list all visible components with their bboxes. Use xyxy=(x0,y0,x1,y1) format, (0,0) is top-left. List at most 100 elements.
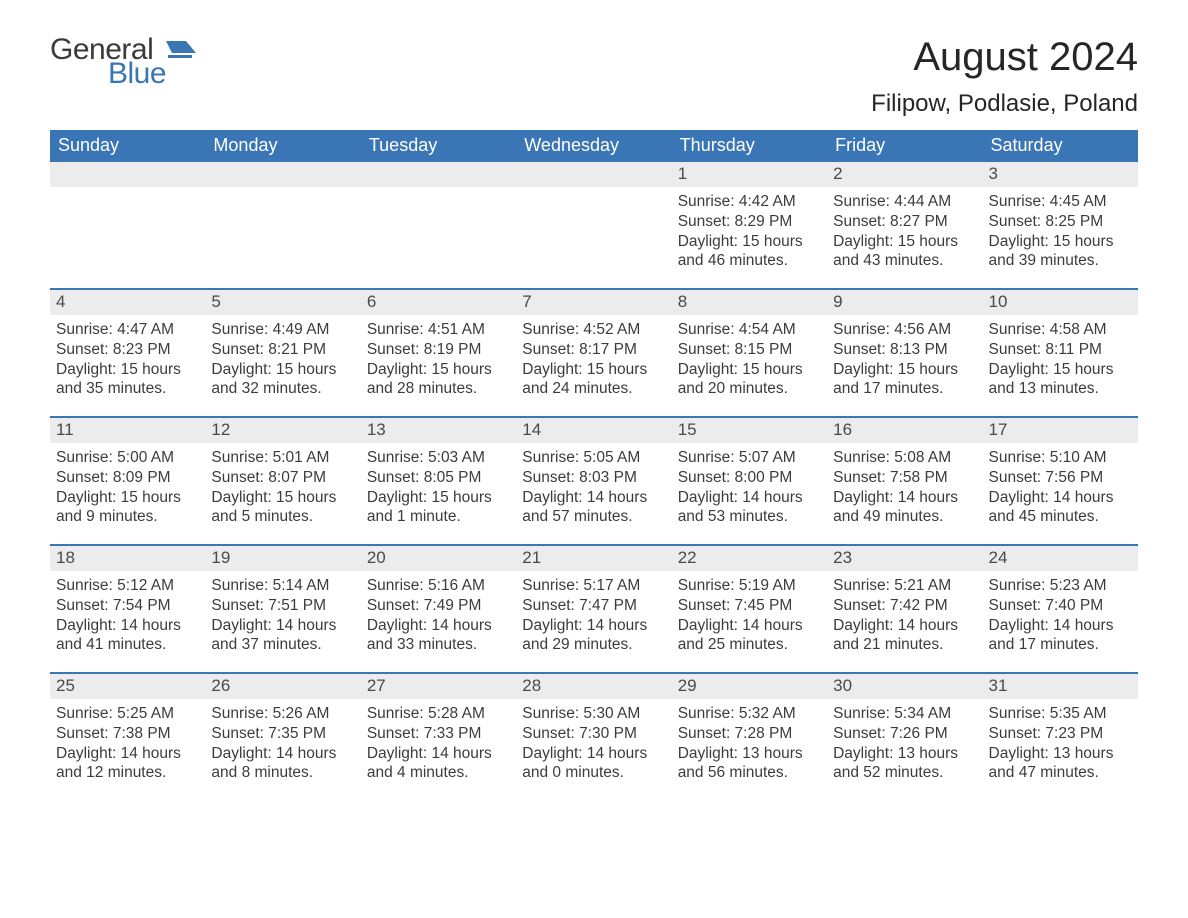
day-number: 26 xyxy=(205,674,360,699)
day-number: 6 xyxy=(361,290,516,315)
day-number: 19 xyxy=(205,546,360,571)
daylight-line: Daylight: 15 hours and 43 minutes. xyxy=(833,232,976,272)
sunrise-line: Sunrise: 5:01 AM xyxy=(211,448,354,468)
day-cell xyxy=(516,162,671,288)
sunset-line: Sunset: 7:33 PM xyxy=(367,724,510,744)
day-body: Sunrise: 5:28 AMSunset: 7:33 PMDaylight:… xyxy=(361,699,516,787)
day-cell: 24Sunrise: 5:23 AMSunset: 7:40 PMDayligh… xyxy=(983,546,1138,672)
daylight-line: Daylight: 14 hours and 17 minutes. xyxy=(989,616,1132,656)
day-number: 3 xyxy=(983,162,1138,187)
day-body: Sunrise: 5:21 AMSunset: 7:42 PMDaylight:… xyxy=(827,571,982,659)
weekday-tuesday: Tuesday xyxy=(361,130,516,162)
day-cell: 26Sunrise: 5:26 AMSunset: 7:35 PMDayligh… xyxy=(205,674,360,800)
sunrise-line: Sunrise: 4:56 AM xyxy=(833,320,976,340)
sunset-line: Sunset: 7:40 PM xyxy=(989,596,1132,616)
sunset-line: Sunset: 8:27 PM xyxy=(833,212,976,232)
daylight-line: Daylight: 15 hours and 46 minutes. xyxy=(678,232,821,272)
day-cell: 8Sunrise: 4:54 AMSunset: 8:15 PMDaylight… xyxy=(672,290,827,416)
sunset-line: Sunset: 8:09 PM xyxy=(56,468,199,488)
sunset-line: Sunset: 7:30 PM xyxy=(522,724,665,744)
daylight-line: Daylight: 14 hours and 12 minutes. xyxy=(56,744,199,784)
day-number: 9 xyxy=(827,290,982,315)
day-cell: 4Sunrise: 4:47 AMSunset: 8:23 PMDaylight… xyxy=(50,290,205,416)
sunset-line: Sunset: 7:38 PM xyxy=(56,724,199,744)
daylight-line: Daylight: 15 hours and 39 minutes. xyxy=(989,232,1132,272)
day-body: Sunrise: 4:58 AMSunset: 8:11 PMDaylight:… xyxy=(983,315,1138,403)
day-body: Sunrise: 4:52 AMSunset: 8:17 PMDaylight:… xyxy=(516,315,671,403)
day-number: 15 xyxy=(672,418,827,443)
sunset-line: Sunset: 7:26 PM xyxy=(833,724,976,744)
sunset-line: Sunset: 7:56 PM xyxy=(989,468,1132,488)
day-cell: 30Sunrise: 5:34 AMSunset: 7:26 PMDayligh… xyxy=(827,674,982,800)
daylight-line: Daylight: 14 hours and 33 minutes. xyxy=(367,616,510,656)
sunrise-line: Sunrise: 4:51 AM xyxy=(367,320,510,340)
day-body: Sunrise: 4:47 AMSunset: 8:23 PMDaylight:… xyxy=(50,315,205,403)
logo-flag-icon xyxy=(166,39,200,70)
day-cell: 10Sunrise: 4:58 AMSunset: 8:11 PMDayligh… xyxy=(983,290,1138,416)
daylight-line: Daylight: 14 hours and 29 minutes. xyxy=(522,616,665,656)
day-body: Sunrise: 5:26 AMSunset: 7:35 PMDaylight:… xyxy=(205,699,360,787)
sunset-line: Sunset: 8:00 PM xyxy=(678,468,821,488)
sunset-line: Sunset: 7:51 PM xyxy=(211,596,354,616)
day-number: 31 xyxy=(983,674,1138,699)
day-body: Sunrise: 5:14 AMSunset: 7:51 PMDaylight:… xyxy=(205,571,360,659)
sunrise-line: Sunrise: 4:52 AM xyxy=(522,320,665,340)
day-number: 29 xyxy=(672,674,827,699)
day-cell: 14Sunrise: 5:05 AMSunset: 8:03 PMDayligh… xyxy=(516,418,671,544)
day-cell: 15Sunrise: 5:07 AMSunset: 8:00 PMDayligh… xyxy=(672,418,827,544)
sunrise-line: Sunrise: 5:00 AM xyxy=(56,448,199,468)
day-number: 23 xyxy=(827,546,982,571)
day-number: 12 xyxy=(205,418,360,443)
day-body: Sunrise: 4:49 AMSunset: 8:21 PMDaylight:… xyxy=(205,315,360,403)
weekday-saturday: Saturday xyxy=(983,130,1138,162)
daylight-line: Daylight: 15 hours and 9 minutes. xyxy=(56,488,199,528)
daylight-line: Daylight: 15 hours and 5 minutes. xyxy=(211,488,354,528)
daylight-line: Daylight: 15 hours and 13 minutes. xyxy=(989,360,1132,400)
day-number: 30 xyxy=(827,674,982,699)
sunset-line: Sunset: 8:19 PM xyxy=(367,340,510,360)
sunrise-line: Sunrise: 5:17 AM xyxy=(522,576,665,596)
day-body: Sunrise: 5:23 AMSunset: 7:40 PMDaylight:… xyxy=(983,571,1138,659)
sunrise-line: Sunrise: 4:54 AM xyxy=(678,320,821,340)
day-cell: 13Sunrise: 5:03 AMSunset: 8:05 PMDayligh… xyxy=(361,418,516,544)
day-cell: 21Sunrise: 5:17 AMSunset: 7:47 PMDayligh… xyxy=(516,546,671,672)
daylight-line: Daylight: 14 hours and 53 minutes. xyxy=(678,488,821,528)
empty-day-header xyxy=(205,162,360,187)
day-number: 1 xyxy=(672,162,827,187)
sunset-line: Sunset: 8:13 PM xyxy=(833,340,976,360)
daylight-line: Daylight: 15 hours and 35 minutes. xyxy=(56,360,199,400)
day-body: Sunrise: 5:12 AMSunset: 7:54 PMDaylight:… xyxy=(50,571,205,659)
sunrise-line: Sunrise: 4:45 AM xyxy=(989,192,1132,212)
sunset-line: Sunset: 7:28 PM xyxy=(678,724,821,744)
weekday-thursday: Thursday xyxy=(672,130,827,162)
sunrise-line: Sunrise: 5:12 AM xyxy=(56,576,199,596)
day-cell: 17Sunrise: 5:10 AMSunset: 7:56 PMDayligh… xyxy=(983,418,1138,544)
day-body: Sunrise: 5:05 AMSunset: 8:03 PMDaylight:… xyxy=(516,443,671,531)
day-cell: 12Sunrise: 5:01 AMSunset: 8:07 PMDayligh… xyxy=(205,418,360,544)
week-row: 11Sunrise: 5:00 AMSunset: 8:09 PMDayligh… xyxy=(50,416,1138,544)
day-cell: 6Sunrise: 4:51 AMSunset: 8:19 PMDaylight… xyxy=(361,290,516,416)
sunset-line: Sunset: 7:42 PM xyxy=(833,596,976,616)
day-number: 4 xyxy=(50,290,205,315)
sunrise-line: Sunrise: 5:26 AM xyxy=(211,704,354,724)
daylight-line: Daylight: 14 hours and 0 minutes. xyxy=(522,744,665,784)
daylight-line: Daylight: 14 hours and 37 minutes. xyxy=(211,616,354,656)
day-body: Sunrise: 5:03 AMSunset: 8:05 PMDaylight:… xyxy=(361,443,516,531)
daylight-line: Daylight: 14 hours and 45 minutes. xyxy=(989,488,1132,528)
day-body: Sunrise: 5:07 AMSunset: 8:00 PMDaylight:… xyxy=(672,443,827,531)
day-number: 13 xyxy=(361,418,516,443)
day-body: Sunrise: 5:08 AMSunset: 7:58 PMDaylight:… xyxy=(827,443,982,531)
daylight-line: Daylight: 15 hours and 24 minutes. xyxy=(522,360,665,400)
sunrise-line: Sunrise: 5:19 AM xyxy=(678,576,821,596)
day-number: 25 xyxy=(50,674,205,699)
sunrise-line: Sunrise: 5:25 AM xyxy=(56,704,199,724)
sunrise-line: Sunrise: 5:23 AM xyxy=(989,576,1132,596)
day-number: 10 xyxy=(983,290,1138,315)
sunrise-line: Sunrise: 5:07 AM xyxy=(678,448,821,468)
empty-day-header xyxy=(361,162,516,187)
day-body: Sunrise: 5:00 AMSunset: 8:09 PMDaylight:… xyxy=(50,443,205,531)
day-body: Sunrise: 5:17 AMSunset: 7:47 PMDaylight:… xyxy=(516,571,671,659)
day-body: Sunrise: 4:42 AMSunset: 8:29 PMDaylight:… xyxy=(672,187,827,275)
sunrise-line: Sunrise: 5:32 AM xyxy=(678,704,821,724)
sunset-line: Sunset: 7:47 PM xyxy=(522,596,665,616)
